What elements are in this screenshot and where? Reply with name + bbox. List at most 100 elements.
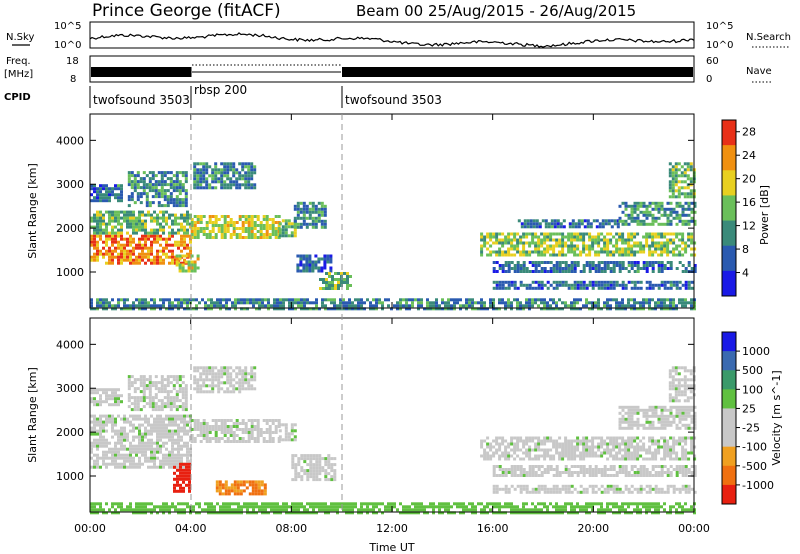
cell (504, 445, 508, 449)
cell (147, 502, 150, 506)
cell (567, 244, 571, 248)
cell (522, 451, 526, 455)
cell (193, 224, 197, 227)
cell (474, 307, 477, 311)
cell (645, 448, 649, 452)
cell (636, 204, 640, 208)
cell (247, 221, 251, 224)
cell (237, 301, 240, 305)
cell (190, 434, 194, 437)
cell (156, 441, 159, 445)
cell (126, 459, 129, 463)
cell (147, 423, 150, 427)
cell (141, 307, 144, 311)
cell (627, 241, 631, 245)
cell (562, 225, 566, 229)
cell (405, 307, 408, 311)
cell (144, 298, 147, 302)
cell (633, 457, 637, 461)
cell (126, 432, 129, 436)
cell (172, 402, 176, 406)
cell (150, 426, 153, 430)
cell (606, 442, 610, 446)
cell (354, 505, 357, 509)
cell (346, 281, 349, 284)
cell (105, 210, 108, 214)
cell (225, 304, 228, 308)
cell (183, 429, 186, 433)
cell (139, 195, 143, 199)
cell (147, 252, 150, 256)
cell (328, 281, 331, 284)
cell (261, 502, 264, 506)
cell (96, 420, 99, 424)
cell (348, 304, 351, 308)
cell (226, 183, 230, 187)
cell (327, 307, 330, 311)
cell (621, 304, 624, 308)
cell (117, 462, 120, 466)
cell (179, 462, 182, 466)
cell (117, 505, 120, 509)
cell (621, 298, 624, 302)
cell (171, 228, 174, 232)
cell (504, 457, 508, 461)
cell (177, 465, 180, 469)
cell (633, 454, 637, 458)
cell (226, 230, 230, 233)
cell (612, 264, 616, 267)
cell (157, 405, 161, 409)
cell (519, 280, 523, 284)
cell (226, 366, 230, 370)
cell (145, 183, 149, 187)
cell (492, 511, 495, 515)
cell (186, 219, 189, 223)
cell (144, 243, 147, 247)
cell (247, 428, 251, 431)
cell (252, 502, 255, 506)
cell (148, 390, 152, 394)
cell (229, 236, 233, 239)
cell (156, 228, 159, 232)
cell (669, 238, 673, 242)
cell (351, 304, 354, 308)
cell (169, 390, 173, 394)
cell (138, 225, 141, 229)
cell (174, 216, 177, 220)
cell (172, 183, 176, 187)
cell (214, 422, 218, 425)
cell (492, 454, 496, 458)
cell (168, 301, 171, 305)
cell (262, 233, 266, 236)
cell (657, 241, 661, 245)
cell (111, 210, 114, 214)
cell (579, 235, 583, 239)
cell (183, 234, 186, 238)
cell (252, 505, 255, 509)
cell (147, 258, 150, 262)
cell (588, 238, 592, 242)
cell (317, 210, 321, 214)
cell (162, 505, 165, 509)
cell (208, 425, 212, 428)
cell (136, 195, 140, 199)
cell (179, 471, 182, 475)
cell (519, 457, 523, 461)
cell (675, 216, 679, 220)
cell (256, 224, 260, 227)
cell (618, 301, 621, 305)
cell (627, 502, 630, 506)
cell (186, 252, 189, 256)
cell (117, 456, 120, 460)
cell (129, 261, 132, 265)
cell (265, 419, 269, 422)
cell (680, 171, 684, 175)
cell (214, 174, 218, 178)
cell (193, 227, 197, 230)
cell (156, 429, 159, 433)
cell (247, 378, 251, 382)
cell (147, 213, 150, 217)
cell (132, 429, 135, 433)
cell (150, 511, 153, 515)
cell (174, 453, 177, 457)
